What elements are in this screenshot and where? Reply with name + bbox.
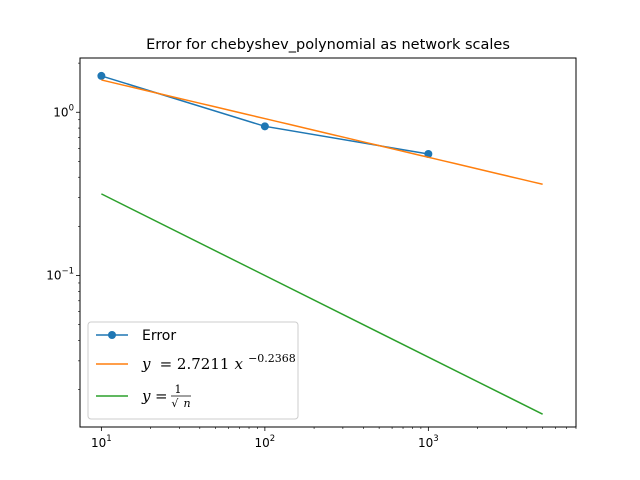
x-tick-label: 101 <box>91 434 112 450</box>
legend-ref-eq: = <box>155 387 168 405</box>
y-tick-label: 100 <box>53 103 74 119</box>
series-ref-line <box>101 193 543 415</box>
series-layer <box>97 71 543 415</box>
ticks-layer: 101 102 103 100 10−1 <box>46 62 577 450</box>
legend-fit-exp: −0.2368 <box>248 352 296 365</box>
legend-ref-num: 1 <box>175 383 182 396</box>
legend-ref-y: y <box>141 387 151 405</box>
y-tick-label: 10−1 <box>46 266 74 282</box>
series-fit-line <box>101 79 543 186</box>
legend-ref-root: √ <box>171 397 179 410</box>
legend-entry-fit: y = 2.7211 x −0.2368 <box>96 352 296 373</box>
error-point <box>424 150 433 159</box>
chart-title: Error for chebyshev_polynomial as networ… <box>146 37 510 53</box>
legend-entry-error: Error <box>96 328 176 344</box>
legend: Error y = 2.7211 x −0.2368 y = 1 √ n <box>87 321 299 420</box>
error-point <box>260 122 269 131</box>
legend-ref-n: n <box>184 397 191 410</box>
legend-entry-ref: y = 1 √ n <box>96 383 191 411</box>
legend-label-error: Error <box>142 328 176 344</box>
legend-ref-den: √ n <box>171 392 190 411</box>
x-tick-label: 103 <box>418 434 439 450</box>
legend-box <box>87 321 299 420</box>
legend-marker-error <box>108 331 116 339</box>
legend-fit-eq: = 2.7211 <box>160 355 230 373</box>
axes-frame <box>79 57 577 428</box>
x-tick-label: 102 <box>255 434 276 450</box>
error-point <box>97 71 106 80</box>
legend-fit-y: y <box>141 355 151 373</box>
legend-label-fit: y = 2.7211 x −0.2368 <box>141 352 296 373</box>
legend-fit-x: x <box>235 355 244 373</box>
